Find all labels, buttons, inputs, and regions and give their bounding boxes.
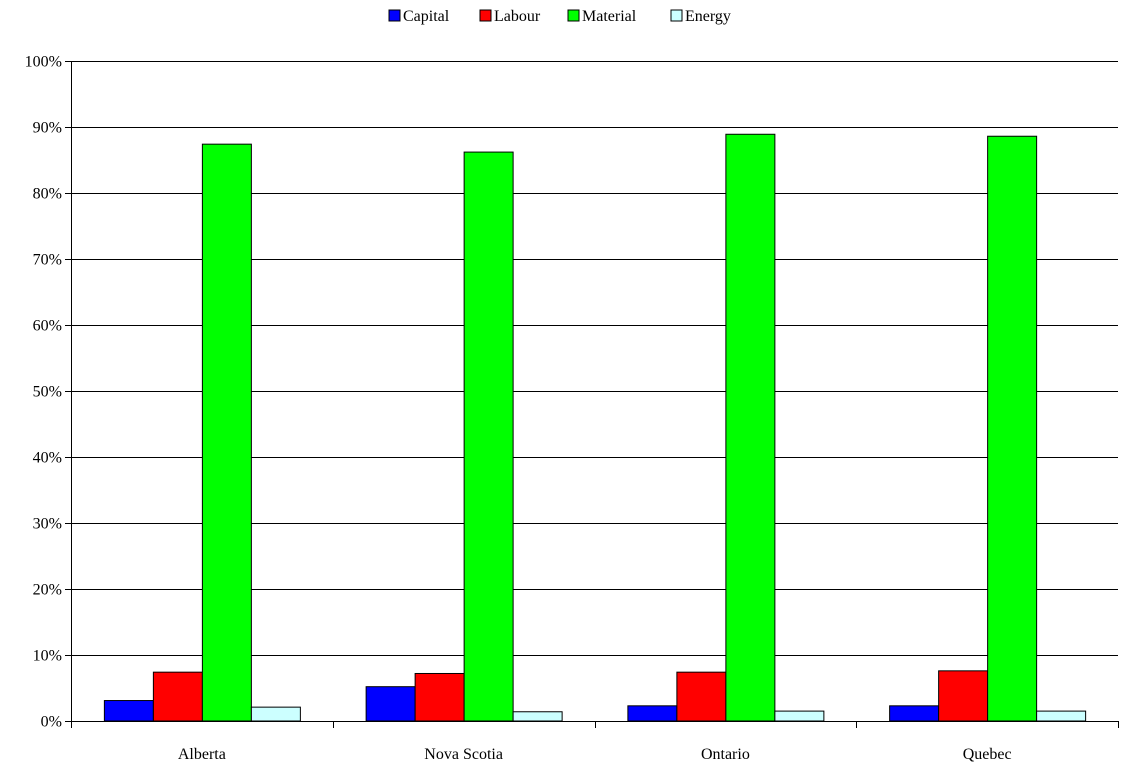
bars bbox=[103, 133, 1087, 722]
legend-label: Material bbox=[582, 8, 637, 25]
bar-energy-ontario bbox=[774, 710, 825, 722]
bar-material-ontario bbox=[725, 133, 776, 722]
legend: Capital Labour Material Energy bbox=[388, 8, 731, 25]
y-tick-label: 30% bbox=[33, 516, 62, 533]
bar-labour-alberta bbox=[152, 671, 203, 722]
legend-swatch bbox=[670, 9, 683, 22]
x-tick-label: Ontario bbox=[701, 746, 750, 763]
x-tick-label: Nova Scotia bbox=[424, 746, 503, 763]
y-tick-label: 60% bbox=[33, 318, 62, 335]
legend-item-energy: Energy bbox=[670, 8, 731, 25]
bar-capital-quebec bbox=[889, 705, 940, 722]
bar-energy-quebec bbox=[1036, 710, 1087, 722]
legend-item-labour: Labour bbox=[479, 8, 541, 25]
bar-capital-ontario bbox=[627, 705, 678, 722]
bar-capital-nova-scotia bbox=[365, 686, 416, 722]
bar-material-alberta bbox=[201, 143, 252, 722]
y-tick-label: 50% bbox=[33, 384, 62, 401]
legend-label: Energy bbox=[685, 8, 731, 25]
y-tick-label: 100% bbox=[25, 54, 62, 71]
bar-energy-nova-scotia bbox=[512, 711, 563, 722]
bar-labour-nova-scotia bbox=[414, 672, 465, 722]
x-tick-label: Quebec bbox=[963, 746, 1012, 763]
y-tick-label: 20% bbox=[33, 582, 62, 599]
y-tick-label: 10% bbox=[33, 648, 62, 665]
y-tick-label: 80% bbox=[33, 186, 62, 203]
y-tick-label: 40% bbox=[33, 450, 62, 467]
bar-energy-alberta bbox=[250, 706, 301, 722]
bar-material-nova-scotia bbox=[463, 151, 514, 722]
bar-material-quebec bbox=[987, 135, 1038, 722]
bar-labour-quebec bbox=[938, 670, 989, 722]
legend-label: Labour bbox=[494, 8, 541, 25]
bar-capital-alberta bbox=[103, 700, 154, 722]
legend-swatch bbox=[567, 9, 580, 22]
y-tick-label: 90% bbox=[33, 120, 62, 137]
y-tick-label: 70% bbox=[33, 252, 62, 269]
legend-swatch bbox=[479, 9, 492, 22]
legend-item-capital: Capital bbox=[388, 8, 450, 25]
x-tick-label: Alberta bbox=[178, 746, 226, 763]
y-tick-label: 0% bbox=[41, 714, 62, 731]
bar-labour-ontario bbox=[676, 671, 727, 722]
legend-label: Capital bbox=[403, 8, 450, 25]
tick-labels: 0% 10% 20% 30% 40% 50% 60% 70% 80% 90% 100% Alberta… bbox=[25, 54, 1012, 764]
legend-swatch bbox=[388, 9, 401, 22]
legend-item-material: Material bbox=[567, 8, 637, 25]
